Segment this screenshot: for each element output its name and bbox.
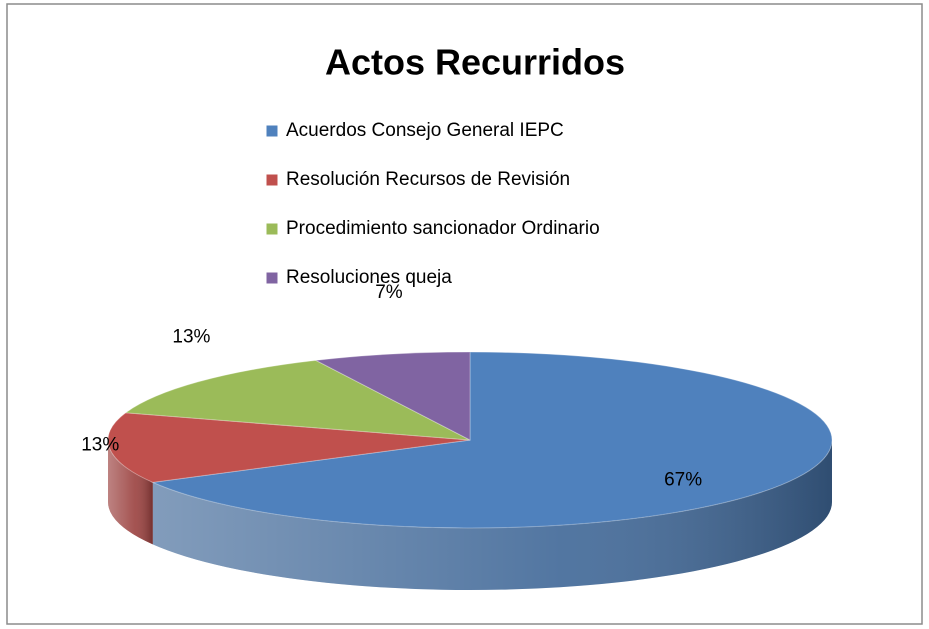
legend-label: Procedimiento sancionador Ordinario [286,218,600,239]
data-label: 13% [81,434,119,455]
pie-slice [150,351,833,529]
slice-side-sheen [108,440,153,545]
legend-swatch [265,271,279,285]
pie-slice [124,359,471,441]
data-label: 13% [172,327,210,348]
chart-title: Actos Recurridos [325,42,625,83]
legend-label: Resoluciones queja [286,267,452,288]
legend-swatch [265,124,279,138]
slice-side-sheen [152,440,833,591]
legend-swatch [265,173,279,187]
legend-label: Acuerdos Consejo General IEPC [286,120,564,141]
legend-swatch [265,222,279,236]
data-label: 67% [664,469,702,490]
pie-slice [314,351,471,441]
pie-slice [107,412,471,483]
legend-label: Resolución Recursos de Revisión [286,169,570,190]
data-label: 7% [375,282,403,303]
